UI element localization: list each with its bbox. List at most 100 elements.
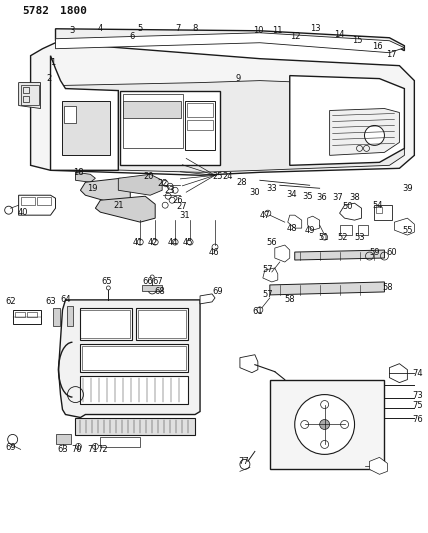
- Bar: [65, 106, 77, 124]
- Bar: [80, 344, 188, 372]
- Text: 67: 67: [153, 278, 163, 286]
- Text: 9: 9: [235, 74, 241, 83]
- Text: 17: 17: [386, 50, 397, 59]
- Text: 63: 63: [57, 445, 68, 454]
- Text: 56: 56: [267, 238, 277, 247]
- Polygon shape: [389, 364, 407, 383]
- Text: 23: 23: [165, 185, 175, 195]
- Text: 5782: 5782: [23, 6, 50, 16]
- Polygon shape: [240, 355, 258, 373]
- Text: 51: 51: [318, 232, 329, 241]
- Polygon shape: [395, 218, 414, 235]
- Text: 16: 16: [372, 42, 383, 51]
- Polygon shape: [270, 282, 384, 295]
- Text: 54: 54: [372, 201, 383, 209]
- Text: 70: 70: [71, 445, 82, 454]
- Text: 58: 58: [285, 295, 295, 304]
- Text: 14: 14: [334, 30, 345, 39]
- Text: 34: 34: [286, 190, 297, 199]
- Text: 47: 47: [259, 211, 270, 220]
- Text: 36: 36: [316, 193, 327, 201]
- Text: 20: 20: [143, 172, 154, 181]
- Bar: [53, 308, 60, 326]
- Bar: [68, 306, 74, 326]
- Polygon shape: [290, 76, 404, 165]
- Text: 25: 25: [213, 172, 223, 181]
- Text: 4: 4: [98, 25, 103, 33]
- Polygon shape: [19, 83, 41, 109]
- Polygon shape: [59, 300, 200, 417]
- Text: 1800: 1800: [60, 6, 87, 16]
- Bar: [21, 85, 39, 104]
- Text: 62: 62: [5, 297, 16, 306]
- Text: 68: 68: [155, 287, 166, 296]
- Bar: [62, 101, 110, 155]
- Polygon shape: [275, 245, 290, 262]
- Text: 77: 77: [238, 457, 249, 466]
- Text: 58: 58: [382, 284, 393, 293]
- Text: 15: 15: [352, 36, 363, 45]
- Text: 59: 59: [369, 247, 380, 256]
- Text: 11: 11: [273, 26, 283, 35]
- Bar: [101, 438, 140, 447]
- Bar: [15, 312, 25, 317]
- Polygon shape: [369, 457, 387, 474]
- Bar: [75, 417, 195, 435]
- Bar: [80, 308, 132, 340]
- Bar: [23, 86, 29, 93]
- Text: 39: 39: [402, 184, 413, 193]
- Text: 73: 73: [412, 391, 423, 400]
- Text: 41: 41: [133, 238, 143, 247]
- Text: 26: 26: [173, 196, 184, 205]
- Text: 3: 3: [70, 26, 75, 35]
- Bar: [27, 312, 36, 317]
- Bar: [187, 120, 213, 131]
- Text: 50: 50: [342, 201, 353, 211]
- Text: 33: 33: [267, 184, 277, 193]
- Bar: [185, 101, 215, 150]
- Bar: [138, 310, 186, 338]
- Bar: [13, 310, 41, 324]
- Text: 57: 57: [262, 290, 273, 300]
- Circle shape: [321, 401, 329, 408]
- Bar: [80, 310, 130, 338]
- Bar: [80, 376, 188, 403]
- Polygon shape: [56, 29, 404, 51]
- Text: 75: 75: [412, 401, 423, 410]
- Text: 44: 44: [168, 238, 178, 247]
- Polygon shape: [200, 294, 215, 304]
- Polygon shape: [80, 178, 130, 205]
- Text: 21: 21: [113, 201, 124, 209]
- Bar: [23, 95, 29, 102]
- Bar: [142, 285, 162, 291]
- Text: 13: 13: [310, 25, 321, 33]
- Text: 61: 61: [253, 308, 263, 317]
- Bar: [56, 434, 71, 445]
- Bar: [21, 197, 35, 205]
- Text: 49: 49: [304, 225, 315, 235]
- Text: 31: 31: [180, 211, 190, 220]
- Bar: [136, 308, 188, 340]
- Polygon shape: [288, 215, 302, 228]
- Text: 28: 28: [237, 178, 247, 187]
- Bar: [374, 205, 392, 220]
- Text: 19: 19: [87, 184, 98, 193]
- Text: 74: 74: [412, 369, 423, 378]
- Text: 24: 24: [223, 172, 233, 181]
- Text: 10: 10: [253, 26, 263, 35]
- Bar: [36, 197, 51, 205]
- Polygon shape: [56, 80, 404, 172]
- Polygon shape: [19, 195, 56, 215]
- Text: 60: 60: [386, 247, 397, 256]
- Polygon shape: [120, 91, 220, 165]
- Text: 8: 8: [192, 25, 198, 33]
- Polygon shape: [30, 43, 414, 175]
- Bar: [357, 225, 368, 235]
- Text: 1: 1: [50, 58, 55, 67]
- Text: 40: 40: [18, 208, 28, 217]
- Text: 38: 38: [349, 193, 360, 201]
- Bar: [187, 102, 213, 117]
- Text: 72: 72: [97, 445, 108, 454]
- Text: 65: 65: [101, 278, 112, 286]
- Polygon shape: [330, 109, 399, 155]
